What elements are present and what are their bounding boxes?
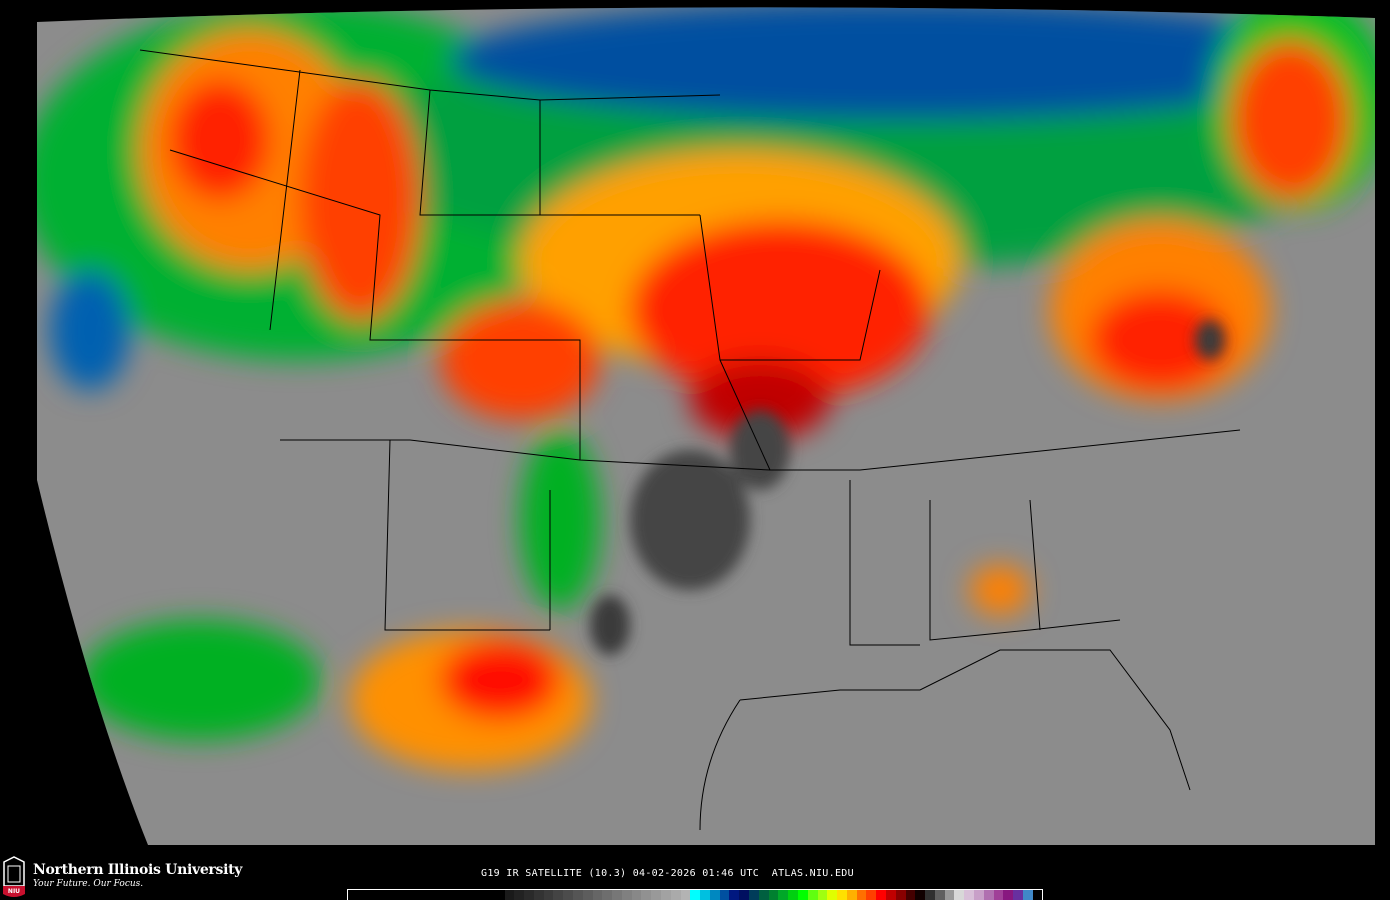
colorbar-swatch [348,890,358,900]
colorbar-swatch [563,890,573,900]
colorbar-swatch [602,890,613,900]
colorbar-swatch [514,890,525,900]
svg-text:NIU: NIU [8,888,20,895]
colorbar-swatch [494,890,505,900]
colorbar-swatch [915,890,926,900]
colorbar-swatch [895,890,906,900]
colorbar-swatch [817,890,828,900]
colorbar-swatch [954,890,965,900]
colorbar-swatch [768,890,779,900]
colorbar-swatch [553,890,564,900]
colorbar-swatch [964,890,974,900]
colorbar-swatch [367,890,378,900]
colorbar-swatch [788,890,798,900]
colorbar-swatch [885,890,896,900]
colorbar-swatch [739,890,750,900]
colorbar-swatch [631,890,642,900]
colorbar-swatch [925,890,935,900]
colorbar-swatch [661,890,671,900]
colorbar-swatch [856,890,867,900]
colorbar-swatch [357,890,368,900]
colorbar-swatch [465,890,476,900]
university-name: Northern Illinois University [33,862,243,878]
colorbar-swatch [1022,890,1033,900]
colorbar-swatch [905,890,916,900]
colorbar-swatch [1003,890,1014,900]
colorbar-swatch [719,890,730,900]
image-caption: G19 IR SATELLITE (10.3) 04-02-2026 01:46… [481,868,854,879]
colorbar-swatch [866,890,877,900]
university-tagline: Your Future. Our Focus. [33,879,144,889]
colorbar-swatch [475,890,485,900]
colorbar-swatch [524,890,534,900]
colorbar-swatch [1013,890,1023,900]
colorbar-swatch [455,890,466,900]
colorbar-swatch [778,890,789,900]
colorbar-swatch [651,890,661,900]
colorbar-swatch [700,890,710,900]
colorbar-swatch [426,890,437,900]
colorbar-swatch [670,890,681,900]
colorbar-swatch [729,890,740,900]
colorbar-swatch [827,890,838,900]
colorbar-swatch [876,890,886,900]
colorbar-swatch [416,890,427,900]
colorbar-swatch [690,890,701,900]
colorbar-swatch [974,890,984,900]
colorbar-swatch [543,890,554,900]
colorbar-swatch [934,890,945,900]
colorbar-swatch [807,890,818,900]
colorbar-swatch [709,890,720,900]
colorbar-swatch [533,890,544,900]
cloud-imagery [37,7,1375,845]
colorbar-swatch [680,890,691,900]
colorbar-swatch [387,890,397,900]
colorbar-swatch [621,890,632,900]
satellite-ir-map [37,7,1375,845]
colorbar-swatch [377,890,388,900]
niu-logo-icon: NIU [3,856,25,897]
colorbar-swatch [797,890,808,900]
colorbar-swatch [749,890,759,900]
colorbar-swatch [758,890,769,900]
colorbar-swatch [641,890,652,900]
state-boundaries [139,49,1241,831]
colorbar-swatch [983,890,994,900]
colorbar-swatch [484,890,495,900]
colorbar-swatch [612,890,622,900]
colorbar-swatch [592,890,603,900]
colorbar-swatch [846,890,857,900]
colorbar-swatch [1032,890,1043,900]
colorbar-swatch [436,890,446,900]
colorbar-swatch [993,890,1004,900]
colorbar-swatch [582,890,593,900]
colorbar-swatch [396,890,407,900]
colorbar-swatch [572,890,583,900]
temperature-colorbar [347,889,1043,900]
colorbar-swatch [944,890,955,900]
colorbar-swatch [837,890,847,900]
colorbar-swatch [406,890,417,900]
colorbar-swatch [504,890,515,900]
colorbar-swatch [445,890,456,900]
